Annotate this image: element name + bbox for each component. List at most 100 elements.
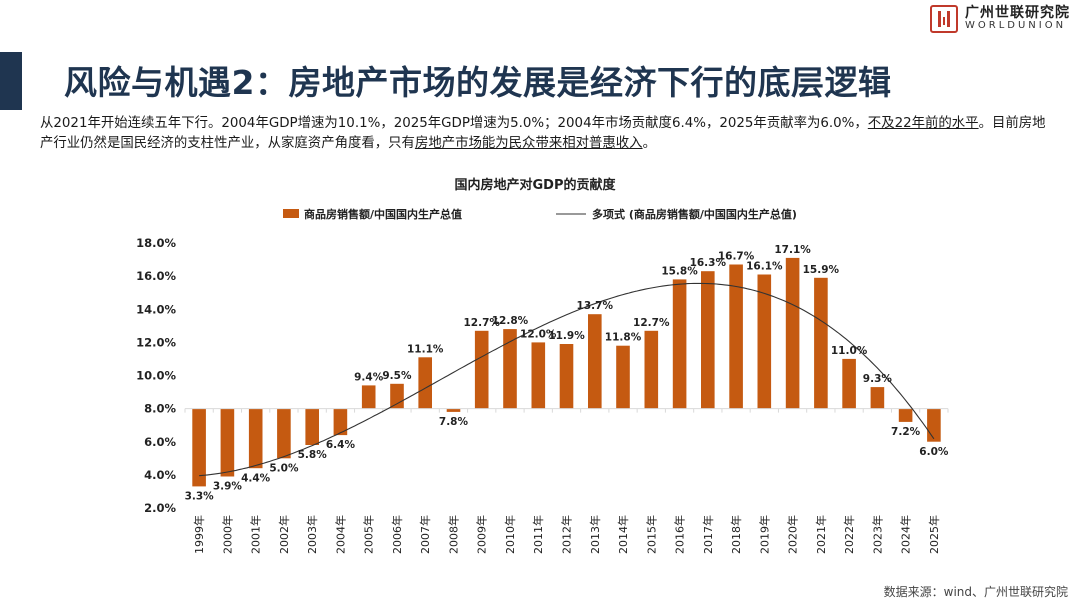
x-tick-label: 2018年 <box>729 515 743 554</box>
x-tick-label: 1999年 <box>192 515 206 554</box>
bar <box>729 264 743 409</box>
bar <box>446 408 461 412</box>
x-tick-label: 2007年 <box>418 515 432 554</box>
x-tick-label: 2001年 <box>249 515 263 554</box>
intro-text-1: 从2021年开始连续五年下行。2004年GDP增速为10.1%，2025年GDP… <box>40 116 868 131</box>
data-label: 12.0% <box>520 328 557 340</box>
bar <box>785 257 800 409</box>
data-label: 7.8% <box>439 416 469 428</box>
x-tick-label: 2013年 <box>588 515 602 554</box>
x-tick-label: 2004年 <box>333 515 347 554</box>
data-label: 11.1% <box>407 343 444 355</box>
x-tick-label: 2016年 <box>673 515 687 554</box>
x-tick-label: 2002年 <box>277 515 291 554</box>
x-tick-label: 2008年 <box>447 515 461 554</box>
x-tick-label: 2012年 <box>560 515 574 554</box>
x-tick-label: 2022年 <box>842 515 856 554</box>
data-label: 5.8% <box>298 449 328 461</box>
bar <box>248 408 263 469</box>
data-label: 9.5% <box>382 370 412 382</box>
bar <box>333 408 348 436</box>
y-tick-label: 16.0% <box>136 269 176 283</box>
bar <box>277 408 291 459</box>
title-accent-bar <box>0 52 22 110</box>
bar <box>418 357 432 409</box>
x-tick-label: 2020年 <box>786 515 800 554</box>
data-label: 16.1% <box>746 260 783 272</box>
logo-icon <box>930 5 958 33</box>
chart-title: 国内房地产对GDP的贡献度 <box>455 177 617 193</box>
bar <box>531 342 546 409</box>
bar <box>842 358 856 409</box>
trendline <box>199 282 935 477</box>
bar <box>220 408 235 477</box>
x-tick-label: 2003年 <box>305 515 319 554</box>
bar <box>588 314 602 409</box>
data-label: 12.7% <box>464 317 501 329</box>
x-tick-label: 2006年 <box>390 515 404 554</box>
data-label: 16.3% <box>690 257 727 269</box>
x-tick-label: 2021年 <box>814 515 828 554</box>
data-label: 6.4% <box>326 439 356 451</box>
bar <box>503 329 517 409</box>
bar <box>870 387 885 409</box>
data-label: 9.4% <box>354 371 384 383</box>
x-tick-label: 2009年 <box>475 515 489 554</box>
data-label: 6.0% <box>919 446 949 458</box>
x-tick-label: 2024年 <box>899 515 913 554</box>
data-label: 15.8% <box>661 265 698 277</box>
intro-text-2: 。目前房地产行业仍然是国民经济的支柱性产业，从家庭资产角度看，只有 <box>40 116 1046 151</box>
data-label: 17.1% <box>774 244 811 256</box>
x-tick-label: 2005年 <box>362 515 376 554</box>
bar <box>701 271 715 409</box>
bar <box>616 345 630 409</box>
data-label: 11.8% <box>605 332 642 344</box>
bar <box>559 344 574 409</box>
data-label: 7.2% <box>891 426 921 438</box>
data-label: 11.0% <box>831 345 868 357</box>
logo-en-text: WORLDUNION <box>965 20 1067 32</box>
bar <box>927 408 941 442</box>
data-label: 15.9% <box>803 264 840 276</box>
y-tick-label: 4.0% <box>144 468 176 482</box>
data-label: 13.7% <box>577 300 614 312</box>
x-tick-label: 2025年 <box>927 515 941 554</box>
bar <box>474 330 489 409</box>
legend-bar-swatch <box>283 209 299 218</box>
y-tick-label: 2.0% <box>144 501 176 515</box>
data-label: 12.8% <box>492 315 529 327</box>
x-tick-label: 2000年 <box>220 515 234 554</box>
bar <box>390 383 404 409</box>
y-tick-label: 12.0% <box>136 335 176 349</box>
y-tick-label: 18.0% <box>136 236 176 250</box>
data-label: 12.7% <box>633 317 670 329</box>
intro-underline-2: 房地产市场能为民众带来相对普惠收入 <box>414 136 643 151</box>
x-tick-label: 2010年 <box>503 515 517 554</box>
data-label: 9.3% <box>863 373 893 385</box>
data-label: 5.0% <box>269 462 299 474</box>
y-tick-label: 10.0% <box>136 369 176 383</box>
bar <box>361 385 376 409</box>
bar <box>757 274 772 409</box>
data-source-note: 数据来源：wind、广州世联研究院 <box>883 585 1068 599</box>
y-tick-label: 8.0% <box>144 402 176 416</box>
data-label: 3.9% <box>213 481 243 493</box>
bar <box>305 408 319 445</box>
x-tick-label: 2023年 <box>870 515 884 554</box>
intro-text-3: 。 <box>642 136 656 151</box>
bar <box>898 408 913 422</box>
bar <box>644 330 659 409</box>
x-tick-label: 2011年 <box>531 515 545 554</box>
bar <box>814 277 828 409</box>
bar <box>672 279 687 409</box>
x-tick-label: 2017年 <box>701 515 715 554</box>
data-label: 3.3% <box>185 490 215 502</box>
legend-bar-label: 商品房销售额/中国国内生产总值 <box>304 207 462 221</box>
data-label: 16.7% <box>718 251 755 263</box>
intro-underline-1: 不及22年前的水平 <box>867 116 979 131</box>
x-tick-label: 2019年 <box>757 515 771 554</box>
page-title: 风险与机遇2：房地产市场的发展是经济下行的底层逻辑 <box>64 63 892 102</box>
intro-paragraph: 从2021年开始连续五年下行。2004年GDP增速为10.1%，2025年GDP… <box>40 114 1050 154</box>
data-label: 11.9% <box>548 330 585 342</box>
